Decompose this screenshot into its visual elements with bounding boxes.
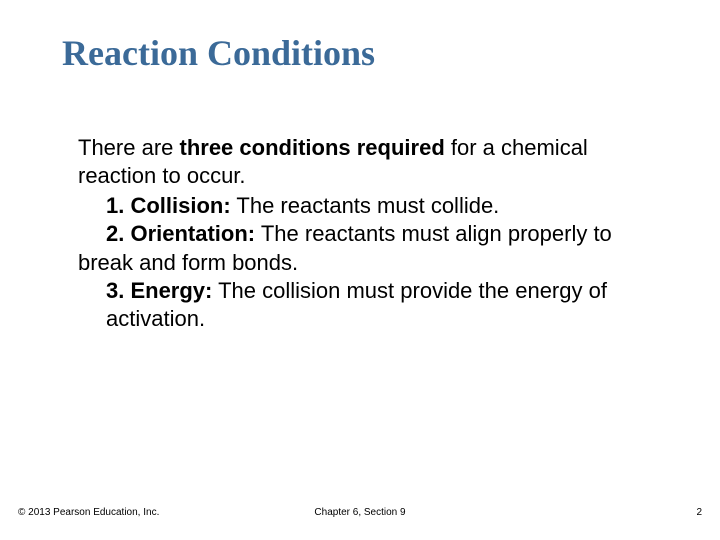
slide-title: Reaction Conditions: [62, 32, 375, 74]
condition-2-text: The reactants must align properly to: [255, 221, 612, 246]
footer-page-number: 2: [696, 507, 702, 518]
intro-prefix: There are: [78, 135, 180, 160]
intro-line: There are three conditions required for …: [78, 134, 660, 190]
condition-2-wrap: break and form bonds.: [78, 249, 660, 277]
condition-3: 3. Energy: The collision must provide th…: [78, 277, 660, 333]
condition-2: 2. Orientation: The reactants must align…: [78, 220, 660, 248]
slide: Reaction Conditions There are three cond…: [0, 0, 720, 540]
body-text: There are three conditions required for …: [78, 134, 660, 333]
condition-1: 1. Collision: The reactants must collide…: [78, 192, 660, 220]
intro-bold: three conditions required: [180, 135, 445, 160]
condition-1-text: The reactants must collide.: [231, 193, 500, 218]
footer-chapter: Chapter 6, Section 9: [314, 507, 405, 518]
condition-3-label: 3. Energy:: [106, 278, 212, 303]
footer: © 2013 Pearson Education, Inc. Chapter 6…: [18, 507, 702, 518]
condition-2-label: 2. Orientation:: [106, 221, 255, 246]
footer-copyright: © 2013 Pearson Education, Inc.: [18, 507, 159, 518]
condition-1-label: 1. Collision:: [106, 193, 231, 218]
